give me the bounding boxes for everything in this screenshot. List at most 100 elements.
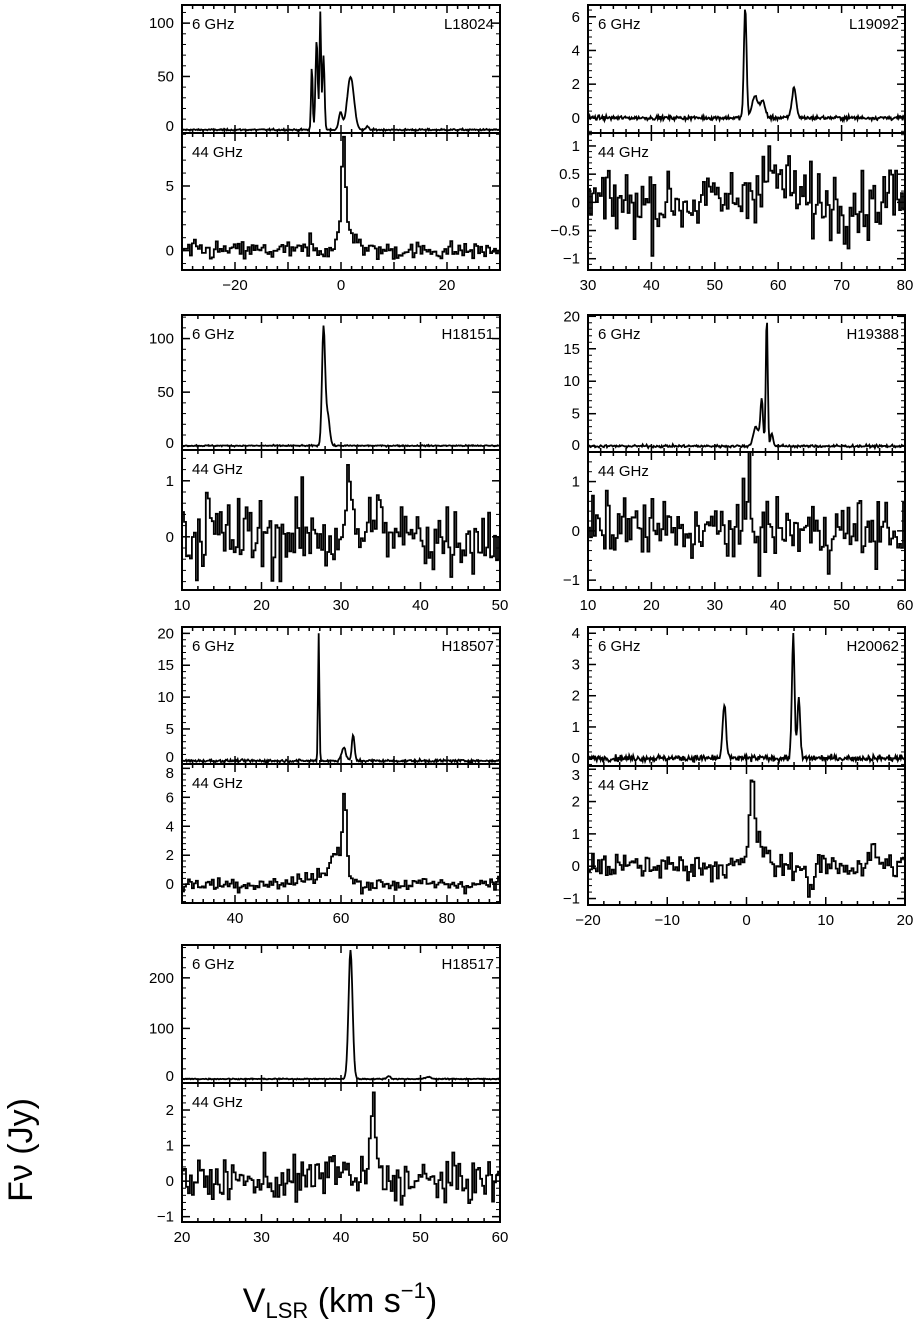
y-tick-label: 10 xyxy=(563,373,580,390)
band-label: 44 GHz xyxy=(598,777,649,794)
band-label: 44 GHz xyxy=(192,461,243,478)
x-axis-label-part: −1 xyxy=(401,1278,426,1303)
y-tick-label: −1 xyxy=(563,891,580,908)
y-tick-label: 5 xyxy=(572,406,580,423)
y-tick-label: 15 xyxy=(157,657,174,674)
y-tick-label: 10 xyxy=(157,689,174,706)
x-tick-label: 0 xyxy=(337,277,345,294)
subplot-44ghz: −1 −0.5 0 0.5 1 44 GHz xyxy=(550,132,906,271)
y-tick-label: 0 xyxy=(166,529,174,546)
x-tick-label: 50 xyxy=(706,277,723,294)
band-label: 6 GHz xyxy=(192,956,235,973)
y-tick-label: 2 xyxy=(572,76,580,93)
y-tick-label: 1 xyxy=(572,474,580,491)
panel-h18517: 0 100 200 6 GHz H18517 −1 0 1 2 44 GHz 20 30 40 50 60 xyxy=(149,944,509,1246)
x-tick-label: 60 xyxy=(333,910,350,927)
y-tick-label: 6 xyxy=(572,9,580,26)
spectrum-line xyxy=(588,779,906,898)
y-tick-label: 2 xyxy=(572,794,580,811)
source-label: H18517 xyxy=(441,956,494,973)
y-tick-label: 50 xyxy=(157,384,174,401)
y-tick-label: 5 xyxy=(166,721,174,738)
band-label: 6 GHz xyxy=(192,326,235,343)
x-tick-label: 10 xyxy=(174,597,191,614)
y-tick-label: 100 xyxy=(149,331,174,348)
y-tick-label: 50 xyxy=(157,68,174,85)
y-tick-label: 2 xyxy=(166,1102,174,1119)
x-tick-label: 20 xyxy=(897,912,914,929)
spectrum-line xyxy=(181,11,501,133)
x-tick-label: 30 xyxy=(580,277,597,294)
y-tick-label: 2 xyxy=(572,688,580,705)
x-tick-label: 50 xyxy=(412,1229,429,1246)
y-axis-label: Fν (Jy) xyxy=(2,1098,40,1202)
y-tick-label: 100 xyxy=(149,15,174,32)
subplot-44ghz: −1 0 1 2 3 44 GHz xyxy=(563,765,906,908)
source-label: L19092 xyxy=(849,16,899,33)
x-axis-label-part: (km s xyxy=(308,1282,401,1320)
spectrum-line xyxy=(181,950,501,1081)
band-label: 44 GHz xyxy=(192,1094,243,1111)
band-label: 44 GHz xyxy=(598,144,649,161)
y-tick-label: 4 xyxy=(572,42,580,59)
spectrum-line xyxy=(182,1091,501,1206)
y-tick-label: 20 xyxy=(157,625,174,642)
source-label: H20062 xyxy=(846,638,899,655)
subplot-6ghz: 0 1 2 3 4 6 GHz H20062 xyxy=(572,625,906,767)
spectrum-line xyxy=(182,135,501,260)
spectrum-line xyxy=(182,464,501,583)
x-axis-label-part: LSR xyxy=(265,1298,308,1323)
spectrum-line xyxy=(181,325,501,449)
y-tick-label: 0 xyxy=(166,876,174,893)
panel-l19092: 0 2 4 6 6 GHz L19092 −1 −0.5 0 0.5 1 44 GHz 30 40 50 60… xyxy=(550,4,913,294)
x-tick-label: 50 xyxy=(492,597,509,614)
y-tick-label: 0 xyxy=(572,194,580,211)
band-label: 6 GHz xyxy=(598,638,641,655)
x-tick-label: 40 xyxy=(227,910,244,927)
x-tick-label: 70 xyxy=(833,277,850,294)
y-tick-label: 0 xyxy=(166,118,174,135)
subplot-6ghz: 0 5 10 15 20 6 GHz H18507 xyxy=(157,625,501,766)
y-tick-label: 0 xyxy=(166,749,174,766)
band-label: 6 GHz xyxy=(192,16,235,33)
band-label: 44 GHz xyxy=(598,463,649,480)
y-tick-label: −1 xyxy=(157,1209,174,1226)
band-label: 44 GHz xyxy=(192,775,243,792)
y-tick-label: 6 xyxy=(166,789,174,806)
panel-h19388: 0 5 10 15 20 6 GHz H19388 −1 0 1 44 GHz 10 20 30 40 50 6… xyxy=(563,308,913,614)
band-label: 6 GHz xyxy=(598,326,641,343)
x-tick-label: 30 xyxy=(253,1229,270,1246)
y-tick-label: 3 xyxy=(572,767,580,784)
spectrum-line xyxy=(588,451,906,577)
x-tick-label: 30 xyxy=(333,597,350,614)
y-tick-label: 1 xyxy=(166,1138,174,1155)
x-tick-label: 60 xyxy=(770,277,787,294)
y-tick-label: 0 xyxy=(572,110,580,127)
x-tick-label: 10 xyxy=(580,597,597,614)
x-tick-label: 60 xyxy=(492,1229,509,1246)
y-tick-label: 20 xyxy=(563,308,580,325)
x-tick-label: 20 xyxy=(643,597,660,614)
y-tick-label: 5 xyxy=(166,178,174,195)
y-tick-label: 0 xyxy=(166,1068,174,1085)
y-tick-label: 100 xyxy=(149,1020,174,1037)
x-tick-label: −20 xyxy=(222,277,247,294)
spectrum-line xyxy=(587,9,906,124)
subplot-44ghz: −1 0 1 44 GHz xyxy=(563,451,906,591)
subplot-44ghz: 0 1 44 GHz xyxy=(166,449,501,591)
panel-h18507: 0 5 10 15 20 6 GHz H18507 0 2 4 6 8 44 GHz 40 60 80 xyxy=(157,625,501,927)
source-label: H18507 xyxy=(441,638,494,655)
source-label: H18151 xyxy=(441,326,494,343)
y-tick-label: 4 xyxy=(166,818,174,835)
subplot-6ghz: 0 50 100 6 GHz H18151 xyxy=(149,314,501,452)
x-tick-label: 50 xyxy=(833,597,850,614)
y-tick-label: 0 xyxy=(572,858,580,875)
x-tick-label: 20 xyxy=(439,277,456,294)
y-tick-label: 1 xyxy=(572,138,580,155)
y-tick-label: 0 xyxy=(166,435,174,452)
y-tick-label: 3 xyxy=(572,656,580,673)
x-axis-label-part: ) xyxy=(426,1282,437,1320)
y-tick-label: 1 xyxy=(572,826,580,843)
panel-h18151: 0 50 100 6 GHz H18151 0 1 44 GHz 10 20 30 40 50 xyxy=(149,314,509,614)
x-tick-label: 40 xyxy=(333,1229,350,1246)
